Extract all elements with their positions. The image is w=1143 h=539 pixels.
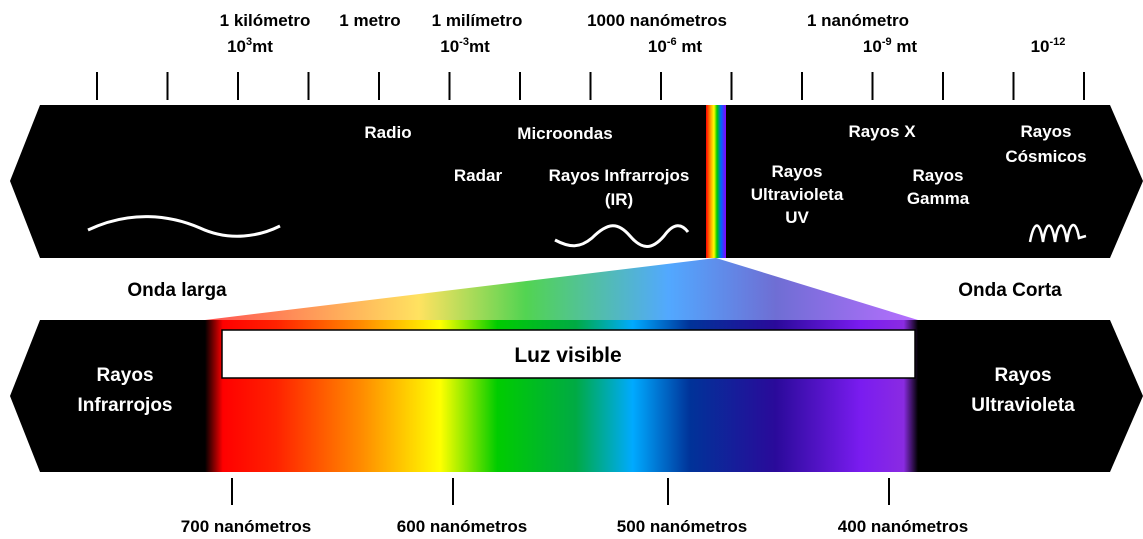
short-wave [1028, 223, 1087, 243]
scale-power: 10-12 [1031, 36, 1066, 56]
band-label: Radar [454, 166, 503, 185]
band-label: Radio [364, 123, 411, 142]
power-unit: mt [892, 37, 918, 56]
band-label: Rayos Ultravioleta UV [751, 162, 844, 227]
power-unit: mt [252, 37, 273, 56]
label-line: Microondas [517, 124, 612, 143]
power-base: 10 [440, 37, 459, 56]
label-line: UV [785, 208, 809, 227]
label-line: Radio [364, 123, 411, 142]
band-label: Rayos Gamma [907, 166, 970, 208]
label-line: Rayos [96, 365, 153, 386]
power-exp: 3 [246, 36, 252, 48]
label-line: Rayos [771, 162, 822, 181]
label-line: Rayos [912, 166, 963, 185]
ir-label: Rayos Infrarrojos [77, 365, 172, 416]
visible-title-box [221, 329, 916, 379]
visible-stripe [706, 105, 726, 258]
label-line: Rayos [994, 365, 1051, 386]
band-label: Rayos Infrarrojos (IR) [549, 166, 690, 209]
visible-title: Luz visible [514, 344, 621, 367]
em-band [10, 105, 1143, 258]
scale-power: 10-6 mt [648, 36, 703, 56]
label-line: Ultravioleta [751, 185, 844, 204]
scale-name: 1 metro [339, 11, 400, 30]
short-wave-label: Onda Corta [958, 280, 1062, 301]
power-exp: -3 [459, 36, 469, 48]
power-base: 10 [1031, 37, 1050, 56]
scale-name: 1 kilómetro [220, 11, 311, 30]
label-line: Rayos X [848, 122, 916, 141]
uv-label: Rayos Ultravioleta [971, 365, 1075, 416]
power-exp: -12 [1050, 36, 1066, 48]
label-line: Gamma [907, 189, 970, 208]
wavelength-label: 400 nanómetros [838, 517, 968, 536]
scale-power: 10-3mt [440, 36, 490, 56]
power-unit: mt [469, 37, 490, 56]
scale-power: 10-9 mt [863, 36, 918, 56]
scale-name: 1 nanómetro [807, 11, 909, 30]
label-line: Ultravioleta [971, 395, 1075, 416]
long-wave-label: Onda larga [127, 280, 227, 301]
label-line: (IR) [605, 190, 633, 209]
power-base: 10 [648, 37, 667, 56]
label-line: Cósmicos [1005, 147, 1086, 166]
label-line: Rayos [1020, 122, 1071, 141]
label-line: Rayos Infrarrojos [549, 166, 690, 185]
wavelength-label: 700 nanómetros [181, 517, 311, 536]
power-base: 10 [863, 37, 882, 56]
scale-name: 1000 nanómetros [587, 11, 727, 30]
long-wave [87, 215, 281, 238]
scale-ticks [96, 72, 1085, 100]
band-label: Microondas [517, 124, 612, 143]
power-exp: -9 [882, 36, 892, 48]
band-label: Rayos Cósmicos [1005, 122, 1086, 166]
power-base: 10 [227, 37, 246, 56]
wavelength-label: 500 nanómetros [617, 517, 747, 536]
power-unit: mt [677, 37, 703, 56]
ir-wave [554, 224, 690, 248]
label-line: Infrarrojos [77, 395, 172, 416]
wavelength-label: 600 nanómetros [397, 517, 527, 536]
scale-name: 1 milímetro [432, 11, 523, 30]
label-line: Radar [454, 166, 503, 185]
band-label: Rayos X [848, 122, 916, 141]
power-exp: -6 [667, 36, 677, 48]
dispersion-fan [205, 258, 918, 320]
scale-power: 103mt [227, 36, 273, 56]
